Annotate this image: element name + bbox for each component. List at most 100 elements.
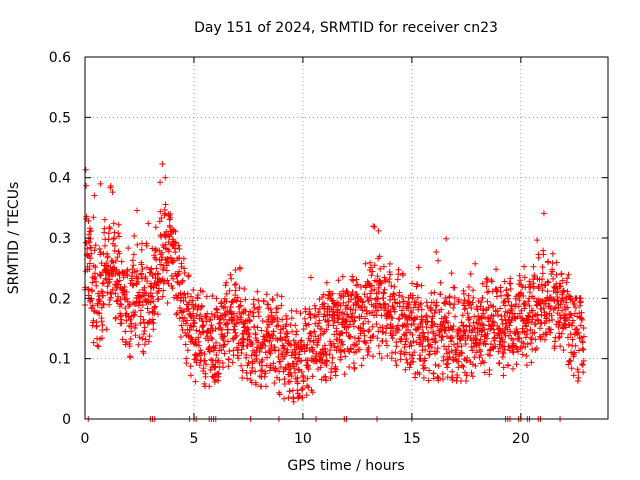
data-point [445, 310, 452, 317]
data-point [243, 351, 250, 358]
y-tick-label: 0.4 [49, 171, 71, 187]
data-point [108, 291, 115, 298]
data-point [223, 298, 230, 305]
data-point [260, 333, 267, 340]
data-point [410, 338, 417, 345]
data-point [294, 380, 301, 387]
data-point [466, 315, 473, 322]
data-point [292, 322, 299, 329]
data-point [473, 337, 480, 344]
data-point [218, 347, 225, 354]
data-point [239, 367, 246, 374]
data-point [277, 334, 284, 341]
data-point [113, 298, 120, 305]
data-point [106, 301, 113, 308]
data-point [92, 242, 99, 249]
data-point [444, 364, 451, 371]
data-point [469, 347, 476, 354]
data-point [496, 359, 503, 366]
data-point [409, 352, 416, 359]
data-point [194, 306, 201, 313]
data-point [115, 221, 122, 228]
data-point [481, 369, 488, 376]
data-point [364, 352, 371, 359]
data-point [403, 323, 410, 330]
data-point [90, 317, 97, 324]
x-tick-label: 10 [294, 431, 312, 447]
data-point [521, 274, 528, 281]
data-point [193, 312, 200, 319]
data-point [386, 268, 393, 275]
data-point [359, 307, 366, 314]
data-point [147, 290, 154, 297]
data-point [556, 333, 563, 340]
data-point [395, 327, 402, 334]
data-point [295, 343, 302, 350]
data-point [399, 272, 406, 279]
data-point [180, 308, 187, 315]
data-point [323, 357, 330, 364]
data-point [88, 250, 95, 257]
data-point [310, 348, 317, 355]
data-point [518, 344, 525, 351]
data-point [187, 363, 194, 370]
data-point [470, 319, 477, 326]
data-point [415, 264, 422, 271]
data-point [283, 321, 290, 328]
data-point [213, 339, 220, 346]
data-point [395, 322, 402, 329]
data-point [486, 367, 493, 374]
data-point [502, 302, 509, 309]
data-point [167, 214, 174, 221]
data-point [103, 326, 110, 333]
data-point [275, 353, 282, 360]
data-point [449, 326, 456, 333]
data-point [488, 277, 495, 284]
data-point [546, 317, 553, 324]
data-point [484, 298, 491, 305]
data-point [229, 359, 236, 366]
data-point [537, 325, 544, 332]
data-point [140, 350, 147, 357]
data-point [556, 330, 563, 337]
data-point [493, 266, 500, 273]
data-point [288, 373, 295, 380]
data-point [101, 242, 108, 249]
data-point [127, 316, 134, 323]
data-point [177, 333, 184, 340]
data-point [281, 365, 288, 372]
data-point [299, 394, 306, 401]
data-point [326, 288, 333, 295]
data-point [353, 276, 360, 283]
data-point [156, 285, 163, 292]
data-point [178, 322, 185, 329]
data-point [221, 311, 228, 318]
data-point [187, 293, 194, 300]
data-point [233, 297, 240, 304]
data-point [164, 300, 171, 306]
data-point [365, 318, 372, 325]
data-point [277, 363, 284, 370]
data-point [422, 364, 429, 371]
data-point [392, 349, 399, 356]
data-point [345, 324, 352, 331]
data-point [123, 295, 130, 302]
data-point [193, 359, 200, 366]
data-point [388, 282, 395, 289]
data-point [459, 322, 466, 329]
data-point [180, 291, 187, 298]
data-point [571, 300, 578, 307]
data-point [307, 314, 314, 321]
data-point [572, 342, 579, 349]
data-point [579, 345, 586, 352]
data-point [391, 283, 398, 290]
data-point [424, 319, 431, 326]
data-point [579, 339, 586, 346]
data-point [158, 214, 165, 221]
data-point [132, 308, 139, 315]
data-point [434, 345, 441, 352]
data-point [443, 346, 450, 353]
data-point [221, 342, 228, 349]
data-point [550, 296, 557, 303]
data-point [556, 319, 563, 326]
